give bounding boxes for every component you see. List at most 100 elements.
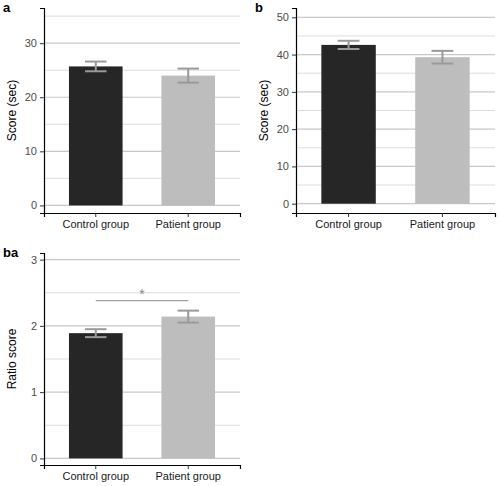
grid <box>44 16 240 205</box>
error-bar-stem <box>441 51 443 64</box>
x-axis-line <box>45 214 241 218</box>
y-tick-label: 0 <box>31 452 37 464</box>
y-tick-label: 50 <box>277 11 289 23</box>
error-bar-cap <box>85 70 106 72</box>
y-tick: 40 <box>277 49 296 61</box>
error-bar-stem <box>95 62 97 72</box>
error-bar <box>178 311 199 323</box>
y-tick-mark <box>292 92 296 93</box>
y-tick-mark <box>292 204 296 205</box>
error-bar-cap <box>338 40 360 42</box>
y-tick-mark <box>40 97 44 98</box>
grid <box>44 260 240 459</box>
error-bar-cap <box>178 310 199 312</box>
x-axis: Control groupPatient group <box>45 465 241 482</box>
y-tick-label: 0 <box>31 199 37 211</box>
y-tick: 0 <box>283 198 296 210</box>
error-bar-cap <box>432 63 454 65</box>
y-tick-label: 30 <box>25 37 37 49</box>
panel: 0 10 20 30 40 50 Control group Patient group Sco… <box>255 0 496 230</box>
error-bar <box>338 41 360 49</box>
error-bar-stem <box>348 41 350 49</box>
error-bar-cap <box>85 61 106 63</box>
y-tick-mark <box>40 260 44 261</box>
panel: *0123Control groupPatient groupRatio sco… <box>3 245 241 482</box>
grid-line <box>44 259 240 260</box>
y-tick-label: 1 <box>31 386 37 398</box>
x-tick-label: Patient group <box>410 218 475 230</box>
y-tick-mark <box>292 129 296 130</box>
y-tick: 10 <box>25 145 44 157</box>
y-tick: 0 <box>31 199 44 211</box>
y-axis: 0 10 20 30 40 50 <box>277 9 297 214</box>
y-tick: 0 <box>31 452 44 464</box>
x-tick: Patient group <box>156 213 221 230</box>
x-tick: Control group <box>315 213 382 230</box>
y-tick: 30 <box>25 37 44 49</box>
figure: 0102030Control groupPatient groupScore (… <box>0 0 500 486</box>
x-axis-line <box>297 214 496 218</box>
y-tick-mark <box>40 205 44 206</box>
y-axis-title: Ratio score <box>5 328 19 389</box>
y-axis-title: Score (sec) <box>257 80 271 141</box>
minor-grid-line <box>44 16 240 17</box>
grid <box>296 17 495 203</box>
x-axis: Control group Patient group <box>45 213 241 230</box>
y-axis: 0 10 20 30 <box>25 9 45 214</box>
error-bar <box>85 329 106 337</box>
bar <box>69 66 123 205</box>
x-tick-label: Control group <box>62 218 129 230</box>
error-bar <box>178 69 199 83</box>
y-tick-label: 20 <box>277 123 289 135</box>
x-tick-mark <box>95 213 96 217</box>
grid-line <box>44 43 240 44</box>
y-tick-label: 0 <box>283 198 289 210</box>
error-bar-cap <box>178 82 199 84</box>
y-tick-label: 20 <box>25 91 37 103</box>
x-axis: Control group Patient group <box>297 213 496 230</box>
error-bar-stem <box>187 69 189 83</box>
y-tick-label: 40 <box>277 49 289 61</box>
x-axis-line <box>45 466 241 470</box>
error-bar <box>85 62 106 72</box>
panel-label: a <box>3 0 11 15</box>
error-bar-stem <box>187 311 189 323</box>
y-tick: 20 <box>25 91 44 103</box>
error-bar-stem <box>95 329 97 337</box>
y-tick: 50 <box>277 11 296 23</box>
y-axis: 0 1 2 3 <box>31 254 45 466</box>
x-tick-mark <box>95 465 96 469</box>
x-tick-label: Patient group <box>156 218 221 230</box>
bar <box>69 333 123 458</box>
y-tick-mark <box>40 458 44 459</box>
y-tick-mark <box>40 151 44 152</box>
y-tick: 10 <box>277 160 296 172</box>
y-tick-mark <box>40 43 44 44</box>
x-tick-label: Patient group <box>156 470 221 482</box>
y-tick-label: 30 <box>277 86 289 98</box>
bar <box>321 45 375 204</box>
bar <box>161 317 215 459</box>
y-tick-mark <box>292 17 296 18</box>
x-tick: Patient group <box>156 465 221 482</box>
y-tick-mark <box>40 392 44 393</box>
y-tick-label: 2 <box>31 320 37 332</box>
bar <box>161 76 215 206</box>
x-tick-mark <box>188 465 189 469</box>
y-tick-mark <box>292 166 296 167</box>
panel-label: b <box>255 0 263 15</box>
y-tick-mark <box>292 55 296 56</box>
y-tick-label: 10 <box>25 145 37 157</box>
error-bar-cap <box>432 50 454 52</box>
panel-label: ba <box>3 245 19 260</box>
y-tick: 3 <box>31 254 44 266</box>
minor-grid-line <box>296 35 495 36</box>
x-tick: Patient group <box>410 213 475 230</box>
plot-marks <box>69 62 215 206</box>
x-tick-mark <box>442 213 443 217</box>
y-axis-line <box>40 9 45 214</box>
x-tick-mark <box>348 213 349 217</box>
y-axis-line <box>40 254 45 466</box>
x-tick-label: Control group <box>315 218 382 230</box>
plot-marks <box>321 41 469 204</box>
